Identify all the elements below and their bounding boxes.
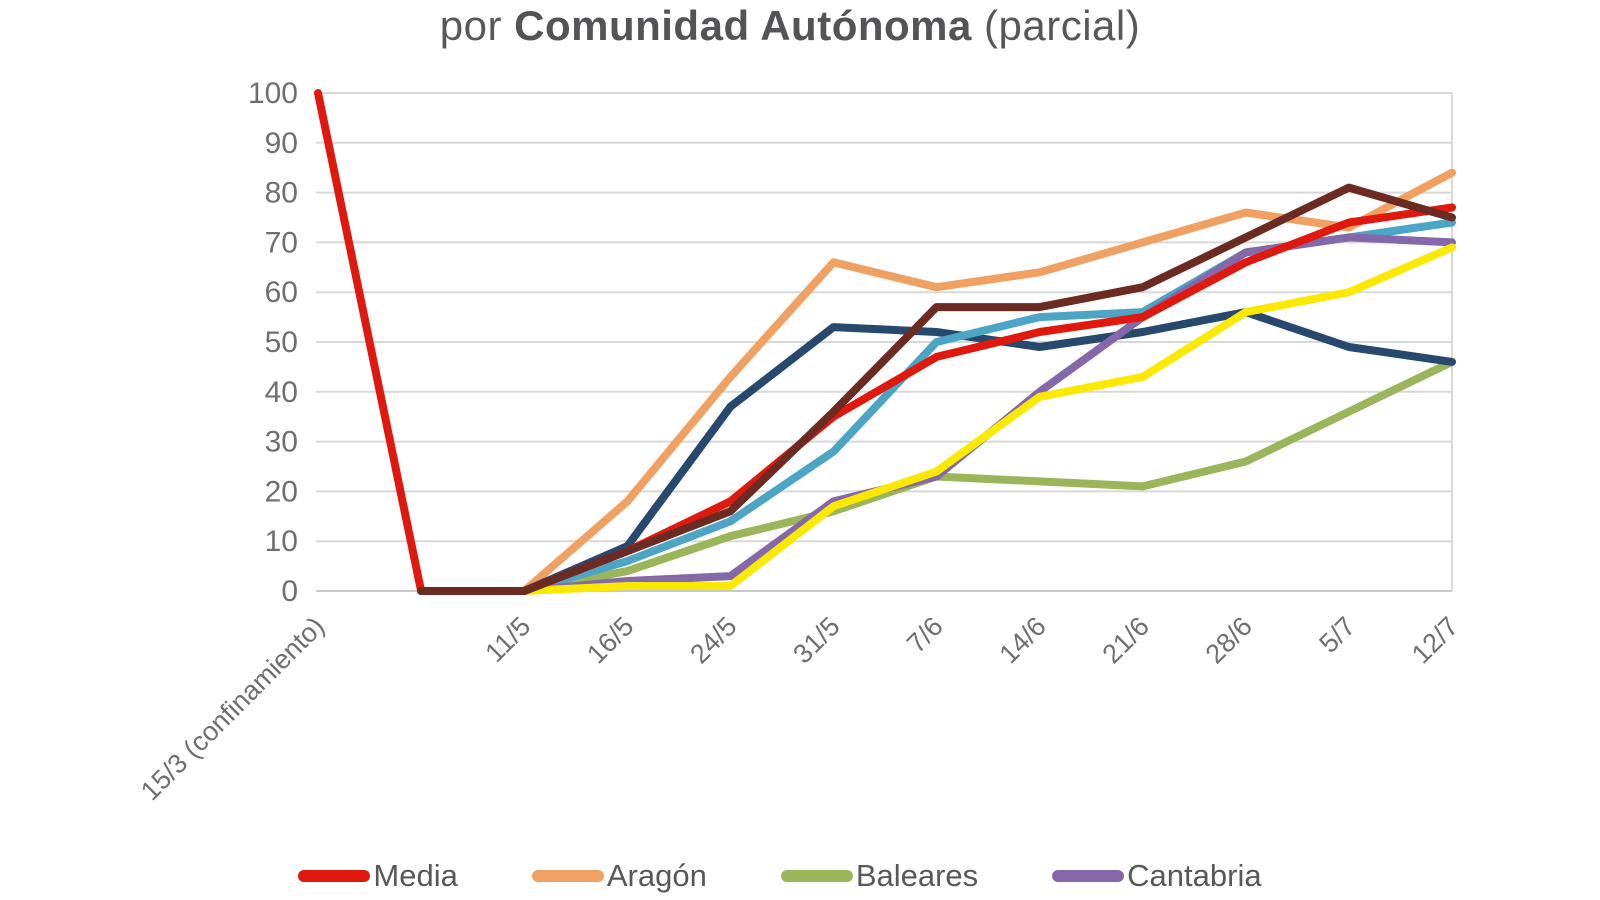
legend-swatch <box>1052 870 1125 882</box>
y-tick-label: 30 <box>265 426 298 459</box>
legend-swatch <box>780 870 853 882</box>
y-tick-label: 0 <box>281 575 298 608</box>
legend-item-media: Media <box>298 858 458 894</box>
y-tick-label: 10 <box>265 525 298 558</box>
chart-legend: Media Aragón Baleares Cantabria <box>0 858 1560 894</box>
y-tick-label: 50 <box>265 326 298 359</box>
legend-label: Baleares <box>855 858 979 893</box>
x-tick-label: 28/6 <box>1200 611 1258 669</box>
legend-label: Cantabria <box>1127 858 1262 893</box>
series-line-serie-granate <box>417 183 1456 595</box>
y-tick-label: 80 <box>265 177 298 210</box>
x-tick-label: 31/5 <box>787 611 845 669</box>
y-tick-label: 20 <box>265 475 298 508</box>
y-tick-label: 90 <box>265 127 298 160</box>
y-tick-label: 100 <box>248 77 298 110</box>
x-tick-label: 12/7 <box>1406 611 1464 669</box>
series-line-aragon <box>417 168 1456 595</box>
x-tick-label: 14/6 <box>993 611 1051 669</box>
legend-swatch <box>531 870 604 882</box>
x-tick-label: 21/6 <box>1097 611 1155 669</box>
legend-item-aragón: Aragón <box>531 858 707 894</box>
chart-title-prefix: por <box>439 2 515 49</box>
legend-item-cantabria: Cantabria <box>1052 858 1262 894</box>
x-tick-label: 11/5 <box>479 611 536 668</box>
x-tick-label: 5/7 <box>1313 611 1361 659</box>
legend-label: Media <box>373 858 458 893</box>
chart-title-suffix: (parcial) <box>971 2 1141 49</box>
x-tick-label: 16/5 <box>581 611 639 669</box>
chart-title-bold: Comunidad Autónoma <box>514 2 972 49</box>
legend-item-baleares: Baleares <box>780 858 979 894</box>
series-line-serie-amarillo <box>417 243 1456 595</box>
series-line-serie-azul-claro <box>417 218 1456 595</box>
y-tick-label: 70 <box>265 226 298 259</box>
y-tick-label: 40 <box>265 376 298 409</box>
x-tick-label: 24/5 <box>684 611 742 669</box>
legend-label: Aragón <box>606 858 707 893</box>
x-tick-label: 15/3 (confinamiento) <box>135 611 330 806</box>
legend-swatch <box>298 870 371 882</box>
y-tick-label: 60 <box>265 276 298 309</box>
chart-title: por Comunidad Autónoma (parcial) <box>0 2 1580 50</box>
x-tick-label: 7/6 <box>901 611 949 659</box>
